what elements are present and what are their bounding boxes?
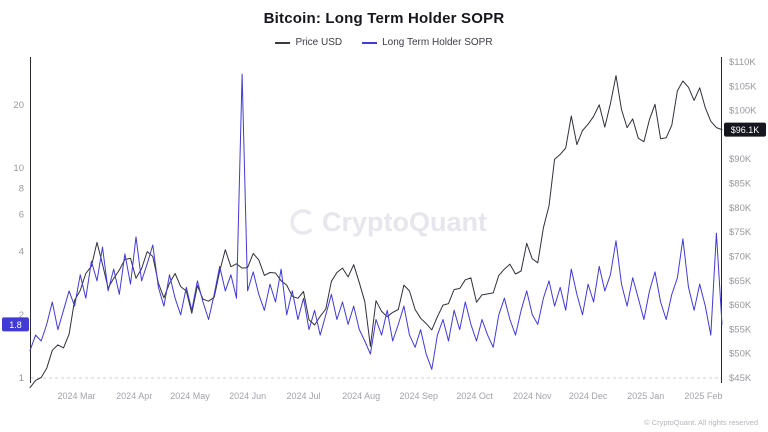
sopr-current-badge	[2, 317, 29, 332]
right-axis-tick: $100K	[729, 106, 757, 117]
right-axis-tick: $75K	[729, 227, 752, 238]
right-axis-tick: $105K	[729, 81, 757, 92]
legend-label-sopr: Long Term Holder SOPR	[382, 37, 493, 48]
price-current-badge	[724, 122, 766, 137]
left-axis-tick: 6	[19, 210, 24, 221]
right-axis-tick: $110K	[729, 57, 756, 68]
copyright-notice: © CryptoQuant. All rights reserved	[644, 418, 758, 427]
x-axis-tick: 2024 Jun	[229, 391, 266, 401]
left-axis-tick: 2	[19, 310, 24, 321]
legend-label-price: Price USD	[295, 37, 343, 48]
right-axis-tick: $50K	[729, 349, 752, 360]
watermark-logo-icon	[290, 209, 316, 235]
price-line	[29, 75, 723, 389]
x-axis-tick: 2024 Aug	[342, 391, 380, 401]
x-axis-tick: 2024 Apr	[116, 391, 152, 401]
left-axis-tick: 20	[13, 100, 24, 111]
x-axis-tick: 2024 Sep	[400, 391, 439, 401]
price-current-value: $96.1K	[731, 125, 760, 135]
x-axis-tick: 2024 Jul	[286, 391, 320, 401]
price-line-swatch	[275, 41, 291, 44]
right-axis-tick: $90K	[729, 154, 752, 165]
sopr-line	[29, 73, 723, 370]
legend: Price USD Long Term Holder SOPR	[0, 37, 768, 48]
sopr-line-swatch	[362, 41, 378, 44]
left-axis-tick: 8	[19, 183, 24, 194]
watermark-text: CryptoQuant	[322, 207, 487, 237]
x-axis-tick: 2024 Oct	[456, 391, 493, 401]
x-axis-tick: 2024 May	[170, 391, 210, 401]
right-axis-tick: $80K	[729, 203, 752, 214]
left-axis-tick: 10	[13, 163, 24, 174]
right-axis-tick: $65K	[729, 276, 752, 287]
x-axis-tick: 2024 Mar	[57, 391, 95, 401]
chart-title: Bitcoin: Long Term Holder SOPR	[263, 10, 505, 27]
x-axis-tick: 2025 Jan	[627, 391, 664, 401]
x-axis-tick: 2024 Dec	[569, 391, 608, 401]
right-axis-tick: $70K	[729, 251, 752, 262]
left-axis-tick: 1	[19, 373, 24, 384]
legend-item-price[interactable]: Price USD	[275, 37, 342, 48]
legend-item-sopr[interactable]: Long Term Holder SOPR	[362, 37, 493, 48]
x-axis-tick: 2024 Nov	[513, 391, 552, 401]
right-axis-tick: $55K	[729, 324, 752, 335]
right-axis-tick: $85K	[729, 179, 752, 190]
left-axis-tick: 4	[19, 247, 24, 258]
right-axis-tick: $60K	[729, 300, 752, 311]
sopr-current-value: 1.8	[9, 320, 22, 330]
x-axis-tick: 2025 Feb	[684, 391, 722, 401]
right-axis-tick: $45K	[729, 373, 752, 384]
